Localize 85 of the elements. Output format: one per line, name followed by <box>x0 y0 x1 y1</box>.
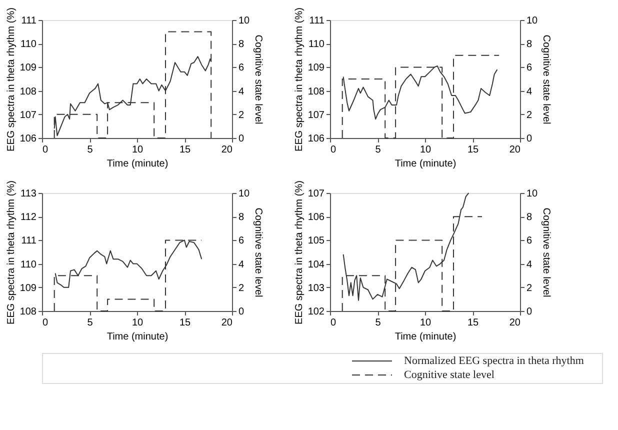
x-tick-label: 0 <box>330 144 336 156</box>
y-tick-label: 110 <box>20 259 37 270</box>
y2-tick-label: 0 <box>238 306 244 318</box>
y-tick-label: 111 <box>21 236 37 247</box>
y-tick-label: 102 <box>308 306 325 318</box>
y2-tick-label: 2 <box>238 110 244 121</box>
x-tick-label: 10 <box>420 144 432 156</box>
y2-tick-label: 2 <box>526 110 532 121</box>
x-tick-label: 20 <box>509 144 521 156</box>
y-tick-label: 105 <box>308 236 325 247</box>
y2-tick-label: 10 <box>526 188 538 200</box>
legend-label: Normalized EEG spectra in theta rhythm <box>404 355 584 367</box>
y-tick-label: 107 <box>20 110 37 121</box>
x-axis-title: Time (minute) <box>106 332 168 342</box>
y2-axis-title: Cognitive state level <box>252 208 264 298</box>
y-tick-label: 109 <box>308 62 325 74</box>
y2-tick-label: 0 <box>526 306 532 318</box>
y2-tick-label: 6 <box>238 236 244 247</box>
x-axis-title: Time (minute) <box>394 158 456 170</box>
legend-label: Cognitive state level <box>404 369 494 381</box>
y-tick-label: 107 <box>308 188 325 200</box>
x-tick-label: 5 <box>87 144 94 156</box>
x-tick-label: 10 <box>420 318 432 328</box>
y-tick-label: 103 <box>308 282 325 294</box>
y-tick-label: 109 <box>20 62 37 74</box>
x-axis-title: Time (minute) <box>394 332 456 342</box>
y2-tick-label: 6 <box>238 62 244 74</box>
line-series <box>54 240 202 312</box>
x-tick-label: 20 <box>509 318 521 328</box>
y-tick-label: 112 <box>20 212 37 224</box>
y-tick-label: 108 <box>20 306 37 318</box>
x-tick-label: 15 <box>179 144 191 156</box>
x-tick-label: 10 <box>132 318 144 328</box>
x-tick-label: 0 <box>42 318 48 328</box>
x-tick-label: 0 <box>42 144 48 156</box>
y2-tick-label: 8 <box>238 39 244 50</box>
y-tick-label: 111 <box>21 16 37 26</box>
y-tick-label: 107 <box>308 110 325 121</box>
y-tick-label: 113 <box>20 188 37 200</box>
y2-tick-label: 6 <box>526 62 532 74</box>
line-series <box>342 54 500 138</box>
x-tick-label: 0 <box>330 318 336 328</box>
x-tick-label: 15 <box>467 144 479 156</box>
x-axis-title: Time (minute) <box>106 158 168 170</box>
y2-tick-label: 4 <box>526 86 532 98</box>
y2-tick-label: 4 <box>238 86 244 98</box>
y2-tick-label: 6 <box>526 236 532 247</box>
y-tick-label: 110 <box>20 39 37 50</box>
y2-tick-label: 10 <box>238 16 250 26</box>
x-tick-label: 10 <box>132 144 144 156</box>
y2-tick-label: 4 <box>526 259 532 270</box>
y2-axis-title: Cognitive state level <box>540 34 552 124</box>
x-tick-label: 5 <box>87 318 94 328</box>
y-axis-title: EEG spectra in theta rhythm (%) <box>6 8 17 152</box>
y-axis-title: EEG spectra in theta rhythm (%) <box>6 180 17 324</box>
y2-tick-label: 10 <box>526 16 538 26</box>
y2-tick-label: 4 <box>238 259 244 270</box>
y2-tick-label: 0 <box>238 134 244 144</box>
x-tick-label: 15 <box>179 318 191 328</box>
y2-tick-label: 0 <box>526 134 532 144</box>
x-tick-label: 15 <box>467 318 479 328</box>
y-axis-title: EEG spectra in theta rhythm (%) <box>294 180 305 324</box>
y-tick-label: 110 <box>308 39 325 50</box>
y2-tick-label: 8 <box>526 212 532 224</box>
y-tick-label: 106 <box>308 134 325 144</box>
y-tick-label: 108 <box>20 86 37 98</box>
x-tick-label: 20 <box>221 318 233 328</box>
y2-tick-label: 2 <box>526 282 532 294</box>
y-tick-label: 106 <box>20 134 37 144</box>
y2-tick-label: 10 <box>238 188 250 200</box>
y-tick-label: 111 <box>309 16 325 26</box>
x-tick-label: 5 <box>375 318 382 328</box>
y2-tick-label: 8 <box>526 39 532 50</box>
x-tick-label: 20 <box>221 144 233 156</box>
y-axis-title: EEG spectra in theta rhythm (%) <box>294 8 305 152</box>
y-tick-label: 104 <box>308 259 325 270</box>
y2-axis-title: Cognitive state level <box>252 34 264 124</box>
y2-tick-label: 2 <box>238 282 244 294</box>
y2-tick-label: 8 <box>238 212 244 224</box>
y2-axis-title: Cognitive state level <box>540 208 552 298</box>
y-tick-label: 106 <box>308 212 325 224</box>
line-series <box>54 31 212 138</box>
y-tick-label: 109 <box>20 282 37 294</box>
y-tick-label: 108 <box>308 86 325 98</box>
x-tick-label: 5 <box>375 144 382 156</box>
